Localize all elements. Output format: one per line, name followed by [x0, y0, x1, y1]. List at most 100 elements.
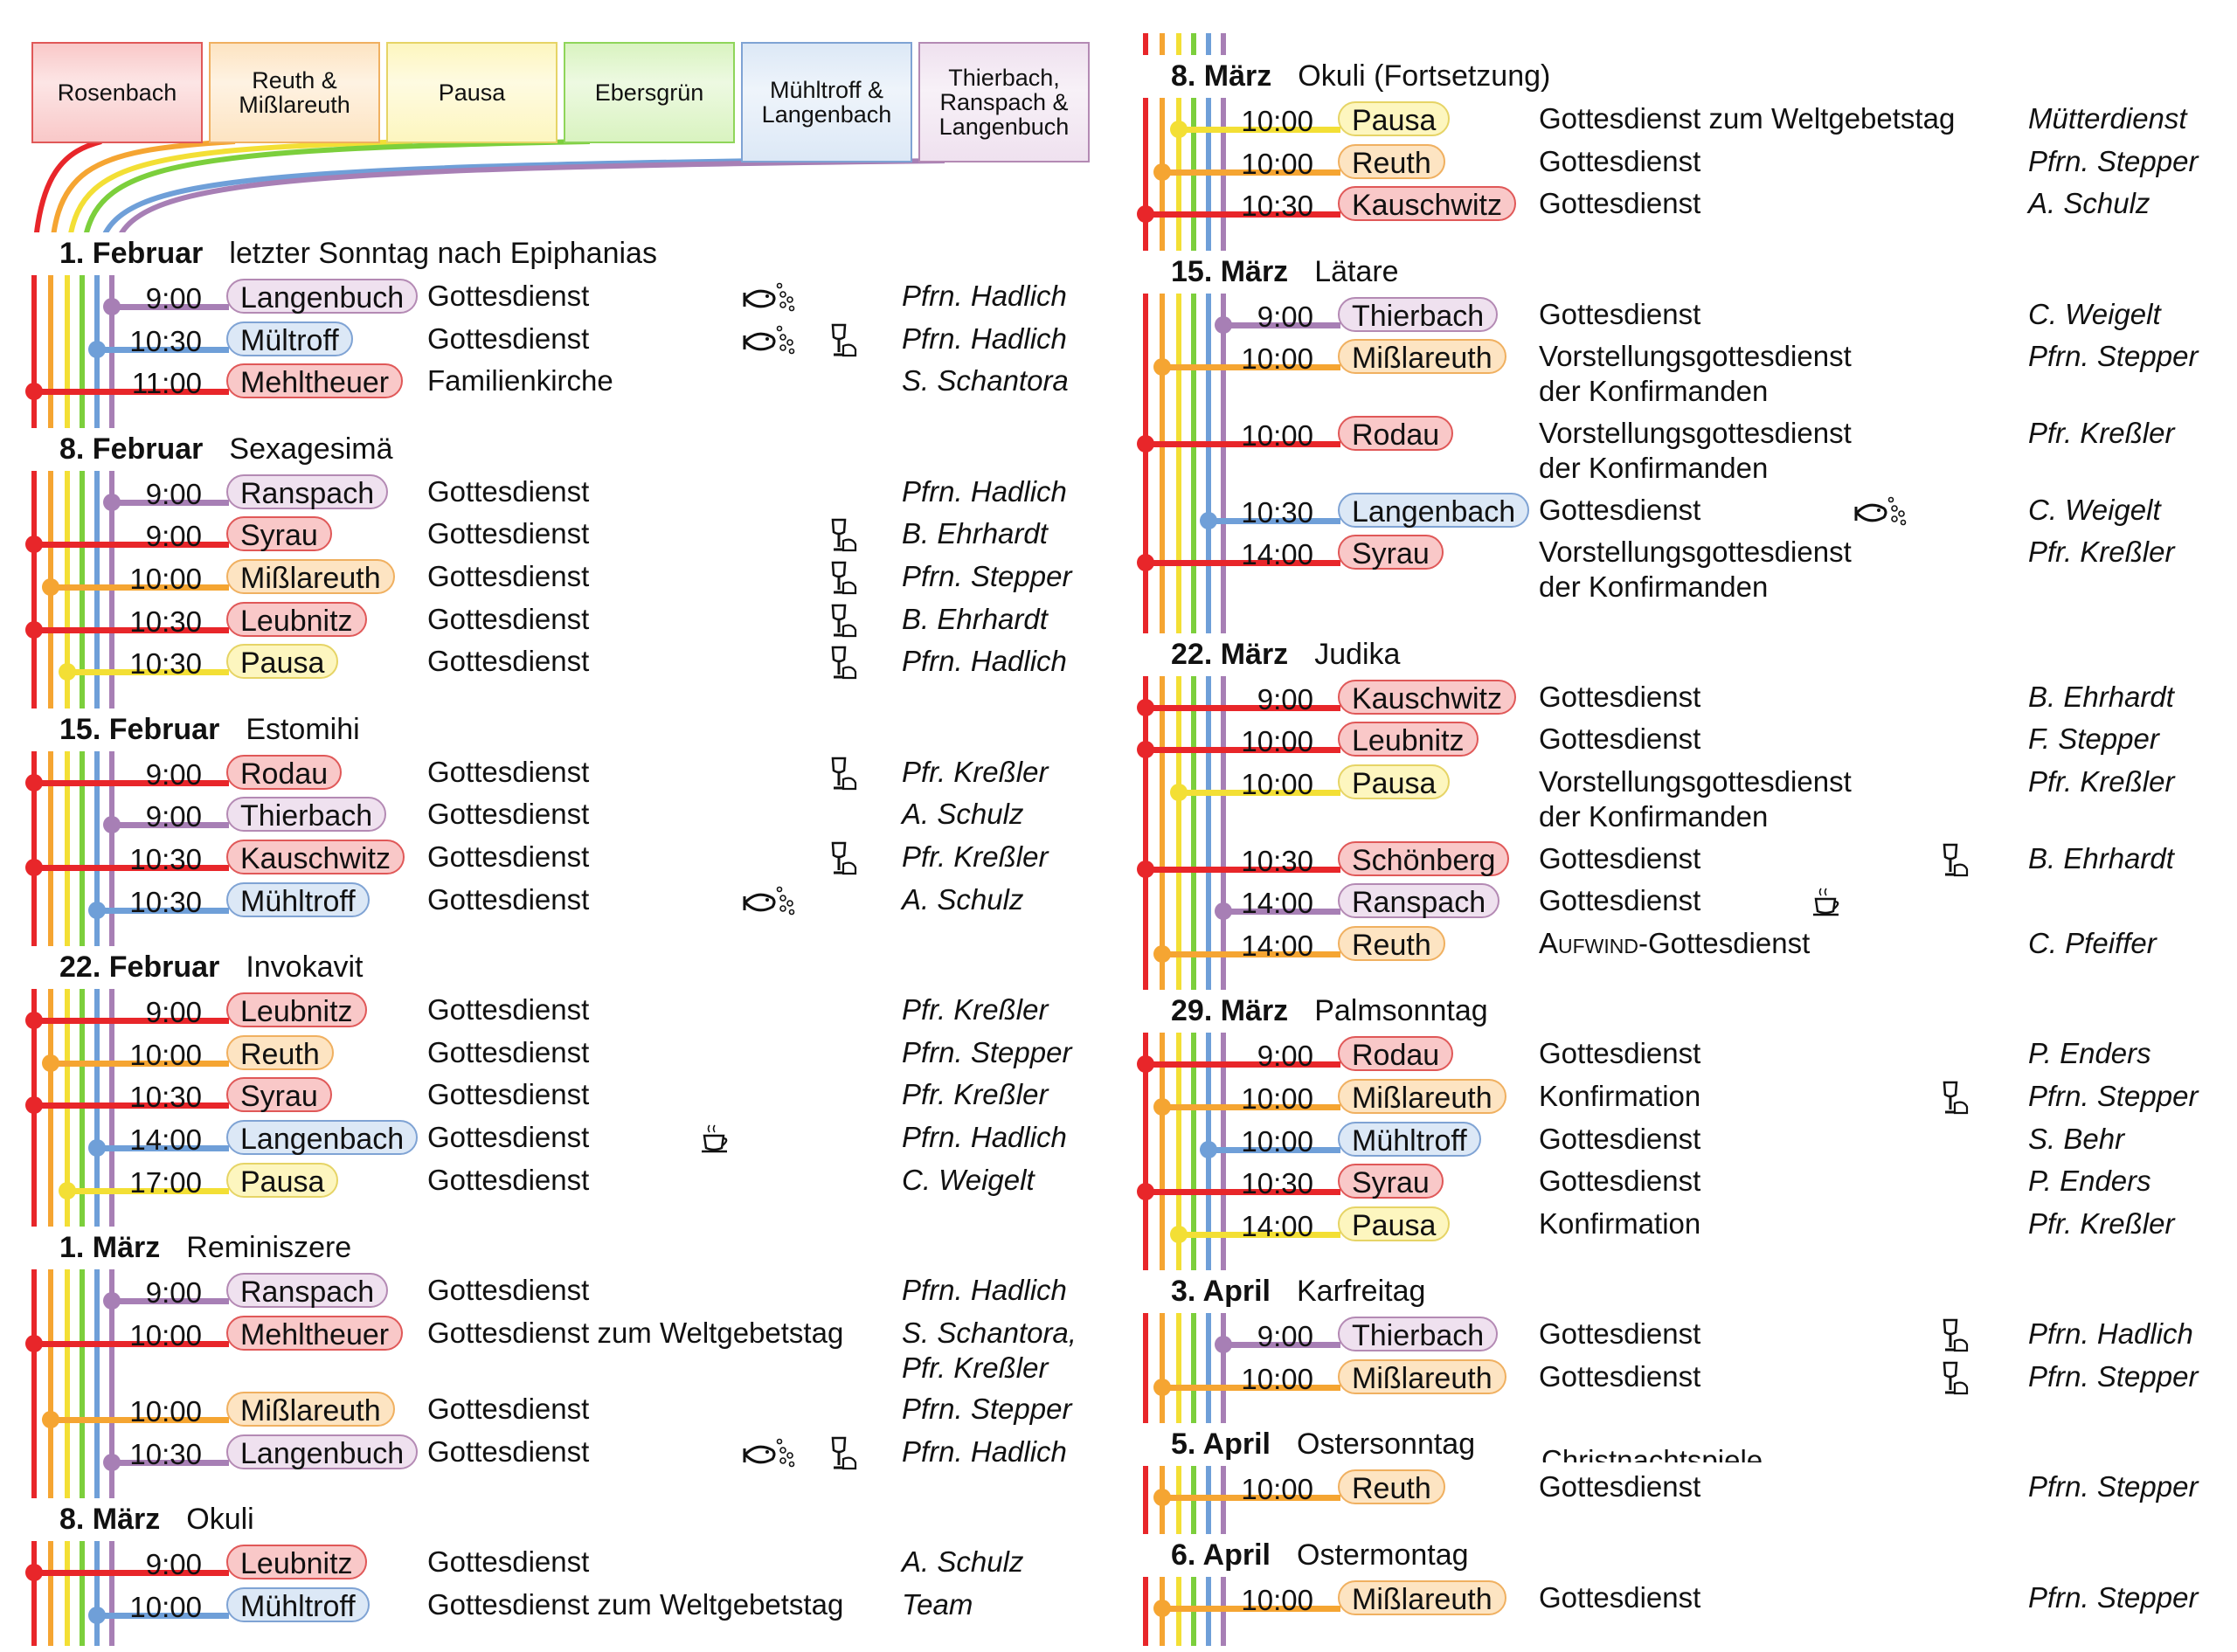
pastor-name: C. Weigelt: [2028, 297, 2161, 332]
fish-icon: [741, 323, 793, 358]
service-time: 14:00: [1241, 930, 1313, 963]
service-description: Vorstellungsgottesdienst der Konfirmande…: [1539, 764, 1852, 834]
day-section: 29. MärzPalmsonntag9:00RodauGottesdienst…: [1112, 990, 2237, 1245]
service-description-text: Gottesdienst: [427, 560, 589, 592]
pastor-name: S. Schantora, Pfr. Kreßler: [902, 1316, 1077, 1386]
service-time: 10:00: [1241, 148, 1313, 181]
place-badge: Syrau: [226, 1077, 332, 1112]
day-section: 22. FebruarInvokavit9:00LeubnitzGottesdi…: [0, 946, 1118, 1201]
service-description-text: Gottesdienst: [1539, 1581, 1700, 1614]
service-description-text: Vorstellungsgottesdienst der Konfirmande…: [1539, 765, 1852, 833]
service-dot: [1137, 741, 1154, 758]
chalice-icon: [1937, 1318, 1990, 1353]
service-description-text: Familienkirche: [427, 364, 613, 397]
pastor-name: Pfrn. Stepper: [2028, 339, 2198, 374]
service-time: 9:00: [1257, 1040, 1313, 1073]
pastor-name: Pfr. Kreßler: [902, 840, 1048, 874]
pastor-name: Pfr. Kreßler: [2028, 535, 2174, 570]
service-description-text: Gottesdienst: [427, 1393, 589, 1425]
service-dot: [1137, 699, 1154, 716]
service-row: 10:00PausaGottesdienst zum Weltgebetstag…: [1112, 98, 2237, 141]
day-section: 6. AprilOstermontag10:00MißlareuthGottes…: [1112, 1534, 2237, 1620]
pastor-name: Pfrn. Hadlich: [902, 644, 1067, 679]
service-description: Gottesdienst: [427, 755, 589, 790]
day-date: 3. April: [1171, 1275, 1271, 1309]
service-description: Gottesdienst: [427, 516, 589, 551]
service-dot: [88, 1607, 106, 1624]
day-header: 8. MärzOkuli: [0, 1498, 1118, 1541]
liturgical-day-name: letzter Sonntag nach Epiphanias: [229, 237, 657, 271]
service-dot: [1137, 435, 1154, 453]
day-header: 1. Februar letzter Sonntag nach Epiphania…: [0, 232, 1118, 275]
service-description: Gottesdienst: [1539, 1580, 1700, 1615]
schedule-column-right: 8. MärzOkuli (Fortsetzung)10:00PausaGott…: [1112, 0, 2237, 1646]
service-description-text: Gottesdienst: [1539, 1165, 1700, 1197]
service-row: 10:00MißlareuthGottesdienstPfrn. Stepper: [0, 556, 1118, 598]
service-description: Gottesdienst: [427, 882, 589, 917]
service-description: Gottesdienst zum Weltgebetstag: [427, 1316, 843, 1351]
service-row: 10:00ReuthGottesdienstPfrn. Stepper: [0, 1032, 1118, 1075]
service-description-text: Konfirmation: [1539, 1080, 1700, 1112]
service-description-text: Gottesdienst zum Weltgebetstag: [427, 1588, 843, 1621]
service-dot: [1170, 121, 1188, 138]
service-dot: [42, 1054, 59, 1072]
service-description: Konfirmation: [1539, 1079, 1700, 1114]
day-date: 1. Februar: [59, 237, 203, 271]
place-badge: Syrau: [226, 516, 332, 551]
service-row: 9:00ThierbachGottesdienstC. Weigelt: [1112, 294, 2237, 336]
service-dot: [1215, 316, 1232, 334]
service-description-text: Gottesdienst: [1539, 494, 1700, 526]
pastor-name: C. Pfeiffer: [2028, 926, 2157, 961]
service-description: Gottesdienst: [427, 1545, 589, 1579]
service-row: 14:00PausaKonfirmationPfr. Kreßler: [1112, 1203, 2237, 1246]
pastor-name: Pfrn. Hadlich: [902, 474, 1067, 509]
service-time: 9:00: [146, 282, 202, 315]
place-badge: Leubnitz: [226, 1545, 367, 1579]
service-row: 10:00MißlareuthGottesdienstPfrn. Stepper: [1112, 1577, 2237, 1620]
day-section: 5. AprilOstersonntagChristnachtspiele10:…: [1112, 1423, 2237, 1509]
pastor-name: Pfrn. Stepper: [902, 1392, 1071, 1427]
service-time: 9:00: [146, 800, 202, 833]
service-row: 10:00MühltroffGottesdienst zum Weltgebet…: [0, 1584, 1118, 1627]
pastor-name: Pfr. Kreßler: [2028, 764, 2174, 799]
service-time: 10:30: [129, 886, 202, 919]
service-description-text: Gottesdienst: [427, 280, 589, 312]
service-row: 10:00RodauVorstellungsgottesdienst der K…: [1112, 412, 2237, 489]
service-time: 9:00: [146, 758, 202, 791]
service-description-text: Gottesdienst: [427, 1274, 589, 1306]
chalice-icon: [826, 841, 878, 876]
day-date: 29. März: [1171, 994, 1288, 1028]
service-description: Gottesdienst: [427, 992, 589, 1027]
service-description-text: Gottesdienst: [1539, 1470, 1700, 1503]
service-description-text: Gottesdienst: [427, 840, 589, 873]
service-dot: [59, 663, 76, 681]
service-description: Gottesdienst: [427, 1273, 589, 1308]
service-time: 10:00: [1241, 768, 1313, 801]
place-badge: Kauschwitz: [1338, 680, 1516, 715]
service-time: 10:30: [129, 1438, 202, 1471]
schedule-column-left: 1. Februar letzter Sonntag nach Epiphania…: [0, 0, 1118, 1646]
service-time: 10:30: [1241, 1167, 1313, 1200]
service-dot: [1137, 1183, 1154, 1200]
service-row: 9:00LeubnitzGottesdienstA. Schulz: [0, 1541, 1118, 1584]
fish-icon: [1853, 494, 1905, 529]
pastor-name: Pfrn. Stepper: [2028, 1580, 2198, 1615]
service-row: 10:30LangenbuchGottesdienstPfrn. Hadlich: [0, 1431, 1118, 1474]
schedule-list: 8. MärzOkuli (Fortsetzung)10:00PausaGott…: [1112, 55, 2237, 1645]
service-description-text: Gottesdienst: [1539, 1360, 1700, 1393]
place-badge: Thierbach: [1338, 1317, 1498, 1351]
service-time: 14:00: [1241, 887, 1313, 920]
service-description: Gottesdienst: [1539, 493, 1700, 528]
service-row: 10:30SyrauGottesdienstP. Enders: [1112, 1160, 2237, 1203]
pastor-name: Team: [902, 1587, 973, 1622]
pastor-name: Pfr. Kreßler: [902, 755, 1048, 790]
service-description-text: Vorstellungsgottesdienst der Konfirmande…: [1539, 340, 1852, 407]
place-badge: Ranspach: [1338, 883, 1499, 918]
service-description: Gottesdienst zum Weltgebetstag: [427, 1587, 843, 1622]
service-description-text: Gottesdienst: [1539, 1037, 1700, 1069]
place-badge: Leubnitz: [226, 602, 367, 637]
service-row: 10:00MißlareuthGottesdienstPfrn. Stepper: [1112, 1356, 2237, 1399]
service-dot: [1153, 163, 1171, 181]
chalice-icon: [1937, 1081, 1990, 1116]
service-time: 10:00: [1241, 342, 1313, 376]
